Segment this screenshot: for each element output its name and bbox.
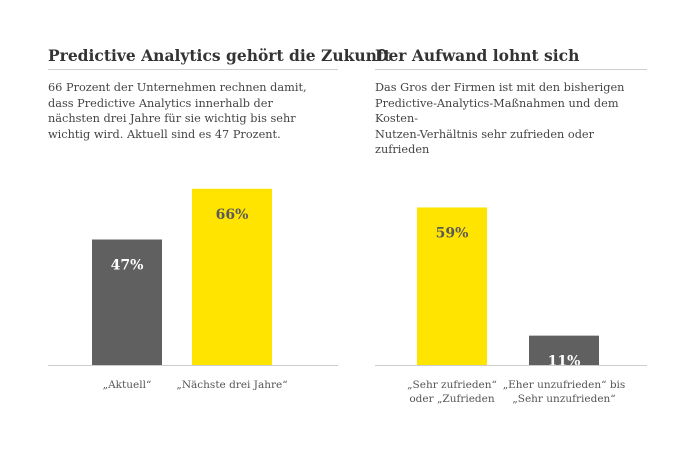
category-label: „Sehr zufrieden“ — [407, 379, 497, 391]
left-subtitle-line: dass Predictive Analytics innerhalb der — [48, 96, 273, 110]
bar-value-label: 11% — [548, 354, 581, 370]
bar-value-label: 59% — [436, 225, 469, 241]
left-subtitle: 66 Prozent der Unternehmen rechnen damit… — [48, 80, 338, 142]
left-subtitle-line: wichtig wird. Aktuell sind es 47 Prozent… — [48, 127, 281, 141]
right-subtitle-line: Das Gros der Firmen ist mit den bisherig… — [375, 81, 625, 94]
left-divider — [48, 69, 338, 70]
bar-value-label: 47% — [111, 258, 144, 274]
bar — [417, 207, 487, 365]
bar — [92, 239, 162, 365]
bar — [192, 188, 272, 365]
category-label: „Nächste drei Jahre“ — [176, 379, 287, 391]
bar — [529, 335, 599, 365]
left-title: Predictive Analytics gehört die Zukunft — [48, 46, 391, 65]
category-label: oder „Zufrieden — [409, 393, 495, 405]
right-subtitle-line: Nutzen-Verhältnis sehr zufrieden oder zu… — [375, 127, 595, 157]
left-subtitle-line: nächsten drei Jahre für sie wichtig bis … — [48, 112, 296, 125]
right-divider — [375, 69, 647, 70]
right-subtitle-line: Predictive-Analytics-Maßnahmen und dem K… — [375, 96, 619, 126]
right-subtitle: Das Gros der Firmen ist mit den bisherig… — [375, 80, 647, 158]
right-bar-chart: 59% „Sehr zufrieden“ oder „Zufrieden 11% „Eh… — [375, 207, 647, 405]
left-bar-chart: 47% „Aktuell“ 66% „Nächste drei Jahre“ — [48, 188, 338, 391]
bar-value-label: 66% — [216, 207, 249, 223]
category-label: „Aktuell“ — [103, 379, 152, 391]
right-title: Der Aufwand lohnt sich — [375, 46, 580, 65]
category-label: „Eher unzufrieden“ bis — [503, 379, 626, 391]
category-label: „Sehr unzufrieden“ — [512, 393, 615, 405]
left-subtitle-line: 66 Prozent der Unternehmen rechnen damit… — [48, 81, 307, 94]
